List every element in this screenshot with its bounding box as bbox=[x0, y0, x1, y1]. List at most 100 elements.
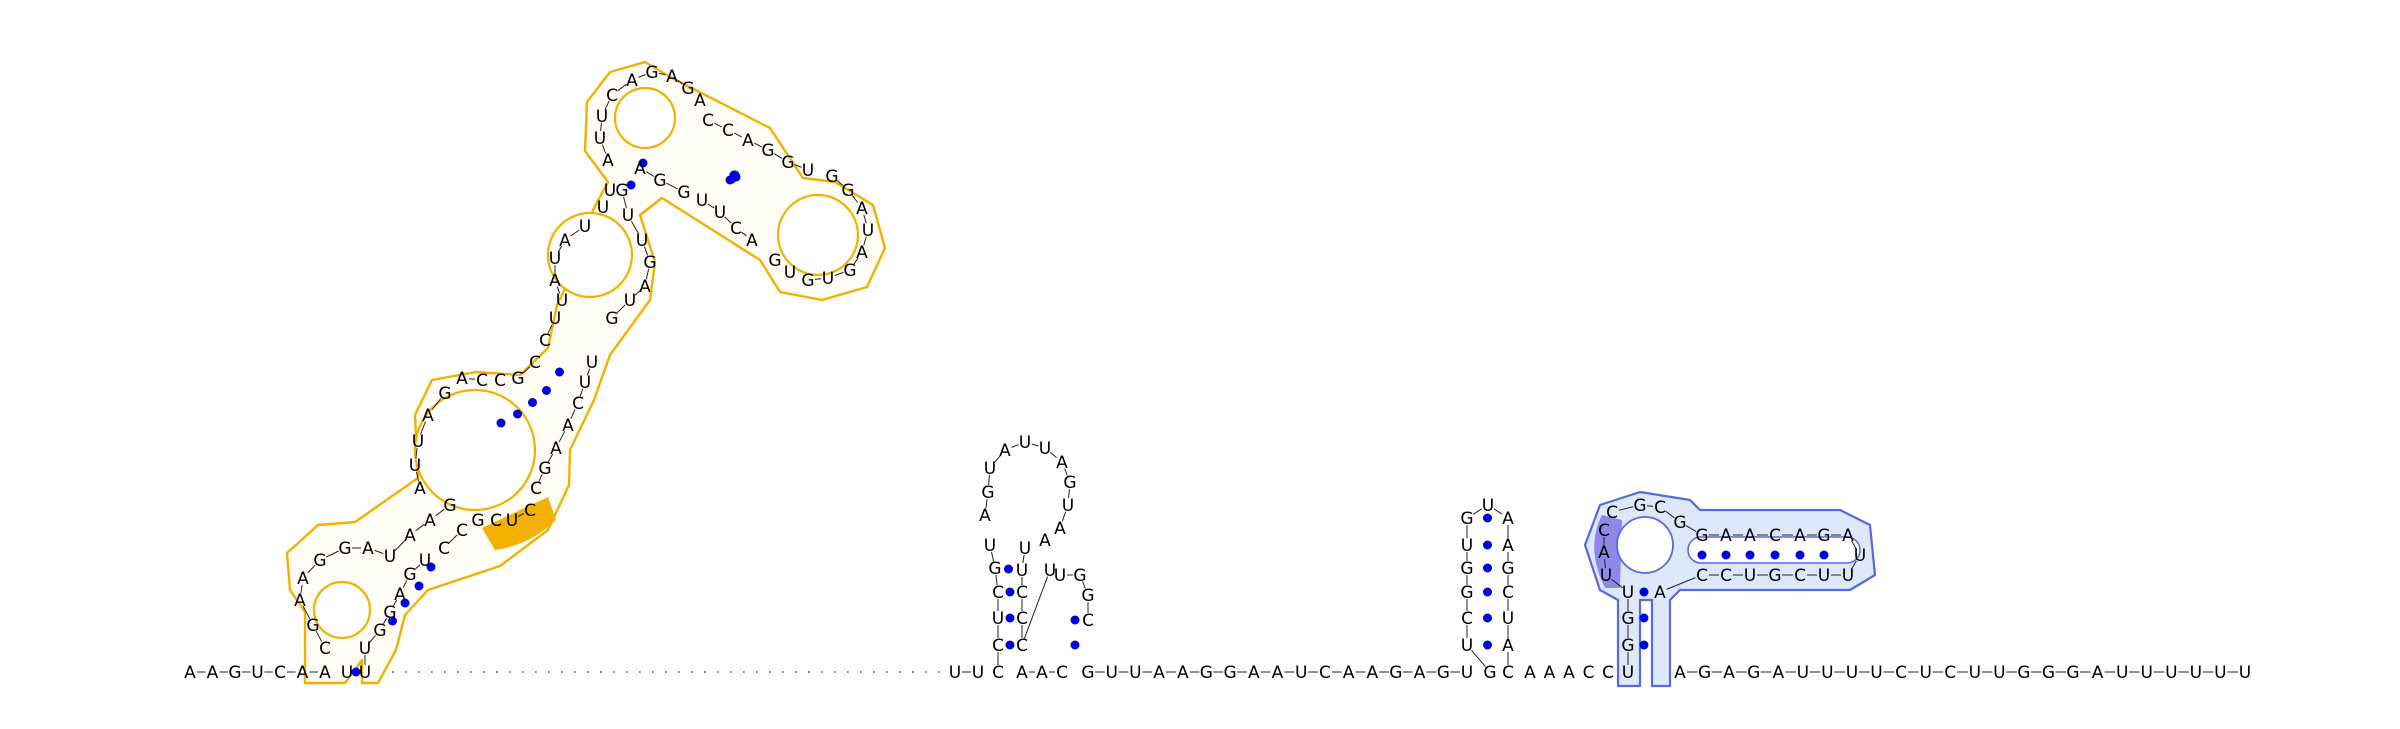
nucleotide-lead-3: U bbox=[251, 663, 263, 683]
nucleotide-spacer2-15: G bbox=[1437, 663, 1450, 683]
nucleotide-hairpin4_loop-9: G bbox=[768, 251, 781, 271]
helix3-pair-0 bbox=[638, 158, 648, 168]
nucleotide-internal3_5p-2: U bbox=[556, 291, 568, 311]
nucleotide-internal4-5: U bbox=[624, 291, 636, 311]
nucleotide-stemB-8: G bbox=[1081, 586, 1094, 606]
nucleotide-helix2_5p-4: C bbox=[529, 353, 541, 373]
nucleotide-helix2_3p-5: U bbox=[579, 373, 591, 393]
stemD-top-pair-5 bbox=[1819, 550, 1829, 560]
nucleotide-spacer2-11: A bbox=[1343, 663, 1355, 683]
stemB-pair-0 bbox=[1070, 640, 1080, 650]
nucleotide-stemB-3: C bbox=[1016, 609, 1028, 629]
nucleotide-internal4-4: A bbox=[639, 277, 651, 297]
nucleotide-internal2_5p-0: A bbox=[414, 479, 426, 499]
nucleotide-spacer2-2: U bbox=[1129, 663, 1141, 683]
helix1b-pair-1 bbox=[400, 598, 410, 608]
highlight-domains bbox=[285, 60, 1877, 688]
nucleotide-hairpin1_loop-1: G bbox=[306, 616, 319, 636]
nucleotide-internal4-3: G bbox=[643, 253, 656, 273]
nucleotide-spacer2-9: U bbox=[1295, 663, 1307, 683]
stemA-pair-0 bbox=[1005, 640, 1015, 650]
nucleotide-internal1-1: C bbox=[456, 521, 468, 541]
nucleotide-internal2_5p-3: A bbox=[422, 406, 434, 426]
nucleotide-stemB-2: C bbox=[1016, 583, 1028, 603]
nucleotide-tail-0: A bbox=[1674, 663, 1686, 683]
nucleotide-internal3_5p-6: U bbox=[579, 217, 591, 237]
nucleotide-hairpinC-6: G bbox=[1460, 509, 1473, 529]
stemD-top-pair-2 bbox=[1745, 550, 1755, 560]
nucleotide-helix4_5p-1: C bbox=[722, 121, 734, 141]
stemD-bottom-pair-2 bbox=[1639, 587, 1649, 597]
backbone-lines bbox=[197, 72, 2238, 673]
helix2-pair-4 bbox=[555, 367, 564, 377]
stemD-top-pair-4 bbox=[1795, 550, 1805, 560]
nucleotide-hairpin4_loop-0: G bbox=[825, 167, 838, 187]
nucleotide-tail-22: U bbox=[2214, 663, 2226, 683]
nucleotide-spacer2-7: A bbox=[1248, 663, 1260, 683]
nucleotide-internal1-4: U bbox=[506, 511, 518, 531]
nucleotide-tail-8: U bbox=[1870, 663, 1882, 683]
nucleotide-helix1_3p-6: U bbox=[419, 551, 431, 571]
nucleotide-loop_apex-7: G bbox=[681, 79, 694, 99]
helix2-pair-3 bbox=[542, 386, 551, 395]
nucleotide-internal3_5p-5: A bbox=[559, 231, 571, 251]
nucleotide-internal1-3: C bbox=[490, 511, 502, 531]
nucleotide-tail-3: G bbox=[1747, 663, 1760, 683]
nucleotide-helix2_3p-1: G bbox=[538, 459, 551, 479]
nucleotide-internal4-0: G bbox=[615, 181, 628, 201]
nucleotide-spacer2-13: G bbox=[1389, 663, 1402, 683]
helix2-pair-1 bbox=[513, 409, 522, 419]
nucleotide-tail-2: A bbox=[1723, 663, 1735, 683]
nucleotide-internal3_5p-0: C bbox=[539, 331, 551, 351]
nucleotide-spacer3-3: C bbox=[1583, 663, 1595, 683]
nucleotide-hairpin4_loop-2: A bbox=[856, 199, 868, 219]
nucleotide-hairpin1_loop-5: G bbox=[338, 539, 351, 559]
nucleotide-helix4_3p-6: A bbox=[634, 159, 646, 179]
nucleotide-spacer1-2: C bbox=[1056, 663, 1068, 683]
nucleotide-loop_apex-5: G bbox=[645, 63, 658, 83]
stemB-pair-1 bbox=[1070, 615, 1080, 625]
nucleotide-stemD-24: C bbox=[1720, 566, 1732, 586]
nucleotide-tail-9: C bbox=[1895, 663, 1907, 683]
nucleotide-helix2_3p-4: C bbox=[572, 394, 584, 414]
nucleotide-stemD-0: U bbox=[1622, 663, 1634, 683]
nucleotide-helix2_3p-3: A bbox=[562, 416, 574, 436]
stemD-bottom-pair-1 bbox=[1639, 613, 1649, 623]
nucleotide-helix1_3p-3: G bbox=[383, 603, 396, 623]
nucleotide-stemD-13: A bbox=[1744, 526, 1756, 546]
stemD-top-pair-3 bbox=[1770, 550, 1780, 560]
nucleotide-spacer2-3: A bbox=[1153, 663, 1165, 683]
nucleotide-hairpinC-5: U bbox=[1461, 536, 1473, 556]
nucleotide-helix3_5p-0: U bbox=[597, 198, 609, 218]
nucleotide-helix1_3p-2: G bbox=[373, 621, 386, 641]
nucleotide-helix2_5p-2: C bbox=[494, 371, 506, 391]
nucleotide-helix1_3p-5: G bbox=[403, 565, 416, 585]
nucleotide-stemD-3: U bbox=[1622, 583, 1634, 603]
highlight-region-orange bbox=[482, 497, 556, 550]
stemD-top-pair-0 bbox=[1697, 550, 1707, 560]
nucleotide-spacer2-5: G bbox=[1200, 663, 1213, 683]
nucleotide-stemA_loop-0: A bbox=[979, 506, 991, 526]
nucleotide-helix2_5p-1: C bbox=[476, 371, 488, 391]
nucleotide-stemA_5p-5: U bbox=[984, 536, 996, 556]
nucleotide-lead-4: C bbox=[274, 663, 286, 683]
hairpin1-loop-ring bbox=[312, 580, 372, 640]
nucleotide-helix4_3p-5: G bbox=[653, 171, 666, 191]
nucleotide-lead-1: A bbox=[207, 663, 219, 683]
nucleotide-stemD-1: G bbox=[1621, 636, 1634, 656]
nucleotide-hairpinC-0: G bbox=[1483, 663, 1496, 683]
nucleotide-internal1-2: G bbox=[471, 511, 484, 531]
nucleotide-hairpinC-8: A bbox=[1502, 509, 1514, 529]
nucleotide-tail-23: U bbox=[2239, 663, 2251, 683]
nucleotide-hairpinC-13: A bbox=[1502, 636, 1514, 656]
nucleotide-loop_apex-2: U bbox=[596, 107, 608, 127]
nucleotide-spacer2-6: G bbox=[1224, 663, 1237, 683]
nucleotide-hairpin1_loop-6: A bbox=[362, 539, 374, 559]
apex-loop-ring bbox=[613, 86, 677, 150]
nucleotide-hairpin1_loop-2: A bbox=[294, 591, 306, 611]
nucleotide-stemD-14: C bbox=[1769, 526, 1781, 546]
nucleotide-hairpin1_loop-9: A bbox=[424, 511, 436, 531]
nucleotide-spacer1-0: A bbox=[1016, 663, 1028, 683]
nucleotide-tail-19: U bbox=[2140, 663, 2152, 683]
nucleotide-loop_apex-0: A bbox=[602, 151, 614, 171]
